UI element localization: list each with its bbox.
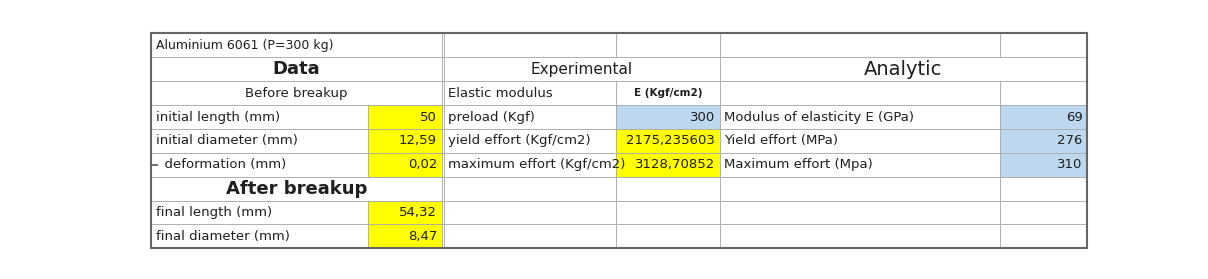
Text: Experimental: Experimental	[530, 62, 633, 77]
Bar	[720, 33, 1000, 57]
Bar	[720, 129, 1000, 153]
Bar	[616, 33, 720, 57]
Bar	[151, 224, 367, 248]
Bar	[151, 57, 442, 81]
Bar	[1000, 201, 1087, 224]
Bar	[443, 201, 616, 224]
Bar	[616, 177, 720, 201]
Text: Aluminium 6061 (P=300 kg): Aluminium 6061 (P=300 kg)	[156, 39, 333, 52]
Bar	[151, 81, 442, 105]
Bar	[442, 105, 443, 129]
Bar	[367, 224, 442, 248]
Text: Before breakup: Before breakup	[245, 87, 348, 100]
Bar	[443, 177, 616, 201]
Text: 0,02: 0,02	[407, 158, 437, 171]
Text: Analytic: Analytic	[864, 60, 942, 79]
Text: 276: 276	[1057, 134, 1082, 147]
Bar	[616, 201, 720, 224]
Text: maximum effort (Kgf/cm2): maximum effort (Kgf/cm2)	[448, 158, 626, 171]
Text: Data: Data	[273, 60, 320, 78]
Text: yield effort (Kgf/cm2): yield effort (Kgf/cm2)	[448, 134, 591, 147]
Bar	[720, 224, 1000, 248]
Bar	[1000, 129, 1087, 153]
Bar	[1000, 177, 1087, 201]
Bar	[720, 153, 1000, 177]
Text: preload (Kgf): preload (Kgf)	[448, 110, 535, 124]
Text: initial length (mm): initial length (mm)	[156, 110, 280, 124]
Bar	[616, 153, 720, 177]
Bar	[1000, 105, 1087, 129]
Bar	[367, 105, 442, 129]
Bar	[442, 33, 443, 57]
Text: 3128,70852: 3128,70852	[634, 158, 715, 171]
Bar	[720, 177, 1000, 201]
Text: 8,47: 8,47	[407, 230, 437, 243]
Bar	[442, 129, 443, 153]
Bar	[720, 105, 1000, 129]
Text: 69: 69	[1065, 110, 1082, 124]
Bar	[616, 81, 720, 105]
Bar	[443, 153, 616, 177]
Text: Yield effort (MPa): Yield effort (MPa)	[725, 134, 838, 147]
Bar	[443, 224, 616, 248]
Bar	[1000, 33, 1087, 57]
Text: Elastic modulus: Elastic modulus	[448, 87, 553, 100]
Bar	[1000, 153, 1087, 177]
Bar	[151, 33, 442, 57]
Bar	[443, 57, 720, 81]
Text: 50: 50	[420, 110, 437, 124]
Text: E (Kgf/cm2): E (Kgf/cm2)	[634, 88, 702, 98]
Bar	[1000, 224, 1087, 248]
Bar	[442, 177, 443, 201]
Bar	[151, 177, 442, 201]
Bar	[151, 201, 367, 224]
Bar	[442, 153, 443, 177]
Bar	[616, 129, 720, 153]
Text: 300: 300	[690, 110, 715, 124]
Text: 54,32: 54,32	[399, 206, 437, 219]
Bar	[443, 81, 616, 105]
Bar	[720, 57, 1087, 81]
Bar	[442, 224, 443, 248]
Text: final diameter (mm): final diameter (mm)	[156, 230, 290, 243]
Bar	[151, 129, 367, 153]
Bar	[443, 33, 616, 57]
Text: Maximum effort (Mpa): Maximum effort (Mpa)	[725, 158, 873, 171]
Bar	[616, 224, 720, 248]
Bar	[616, 105, 720, 129]
Bar	[720, 201, 1000, 224]
Bar	[442, 81, 443, 105]
Bar	[151, 153, 367, 177]
Text: 310: 310	[1057, 158, 1082, 171]
Bar	[367, 129, 442, 153]
Text: deformation (mm): deformation (mm)	[156, 158, 286, 171]
Bar	[443, 105, 616, 129]
Bar	[720, 81, 1000, 105]
Text: initial diameter (mm): initial diameter (mm)	[156, 134, 297, 147]
Text: After breakup: After breakup	[226, 180, 367, 198]
Bar	[443, 129, 616, 153]
Bar	[367, 153, 442, 177]
Bar	[151, 105, 367, 129]
Text: 12,59: 12,59	[399, 134, 437, 147]
Text: 2175,235603: 2175,235603	[626, 134, 715, 147]
Text: Modulus of elasticity E (GPa): Modulus of elasticity E (GPa)	[725, 110, 914, 124]
Bar	[442, 57, 443, 81]
Bar	[367, 201, 442, 224]
Text: final length (mm): final length (mm)	[156, 206, 272, 219]
Bar	[442, 201, 443, 224]
Bar	[1000, 81, 1087, 105]
